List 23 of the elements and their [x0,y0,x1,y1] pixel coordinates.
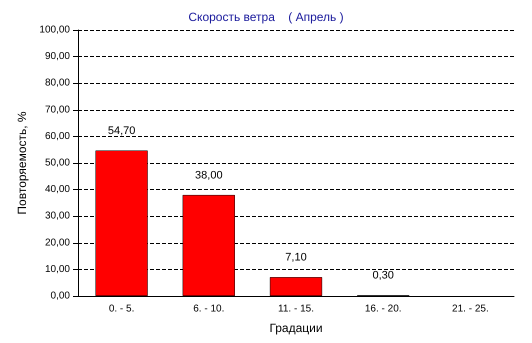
x-tick-label: 0. - 5. [108,304,134,314]
data-label: 54,70 [108,125,136,137]
y-tick-label: 80,00 [44,78,70,89]
y-tick-label: 10,00 [44,264,70,275]
x-axis-title: Градации [269,321,323,335]
y-tick-label: 90,00 [44,51,70,62]
y-tick-label: 70,00 [44,104,70,116]
y-tick-label: 20,00 [44,237,70,248]
y-tick-label: 40,00 [44,184,70,196]
y-tick-label: 50,00 [44,158,70,168]
y-tick-label: 60,00 [44,130,70,142]
x-tick-label: 16. - 20. [364,304,402,314]
x-tick-label: 6. - 10. [193,304,224,314]
x-tick-label: 21. - 25. [452,304,489,314]
y-tick-label: 30,00 [44,210,70,222]
chart-title: Скорость ветра ( Апрель ) [188,10,344,24]
data-label: 38,00 [195,169,223,182]
y-tick-label: 0,00 [50,290,70,302]
y-tick-label: 100,00 [39,24,70,36]
data-label: 0,30 [372,270,394,282]
x-tick-label: 11. - 15. [278,304,314,314]
y-axis-title: Повторяемость, % [15,111,29,215]
data-label: 7,10 [285,252,307,264]
